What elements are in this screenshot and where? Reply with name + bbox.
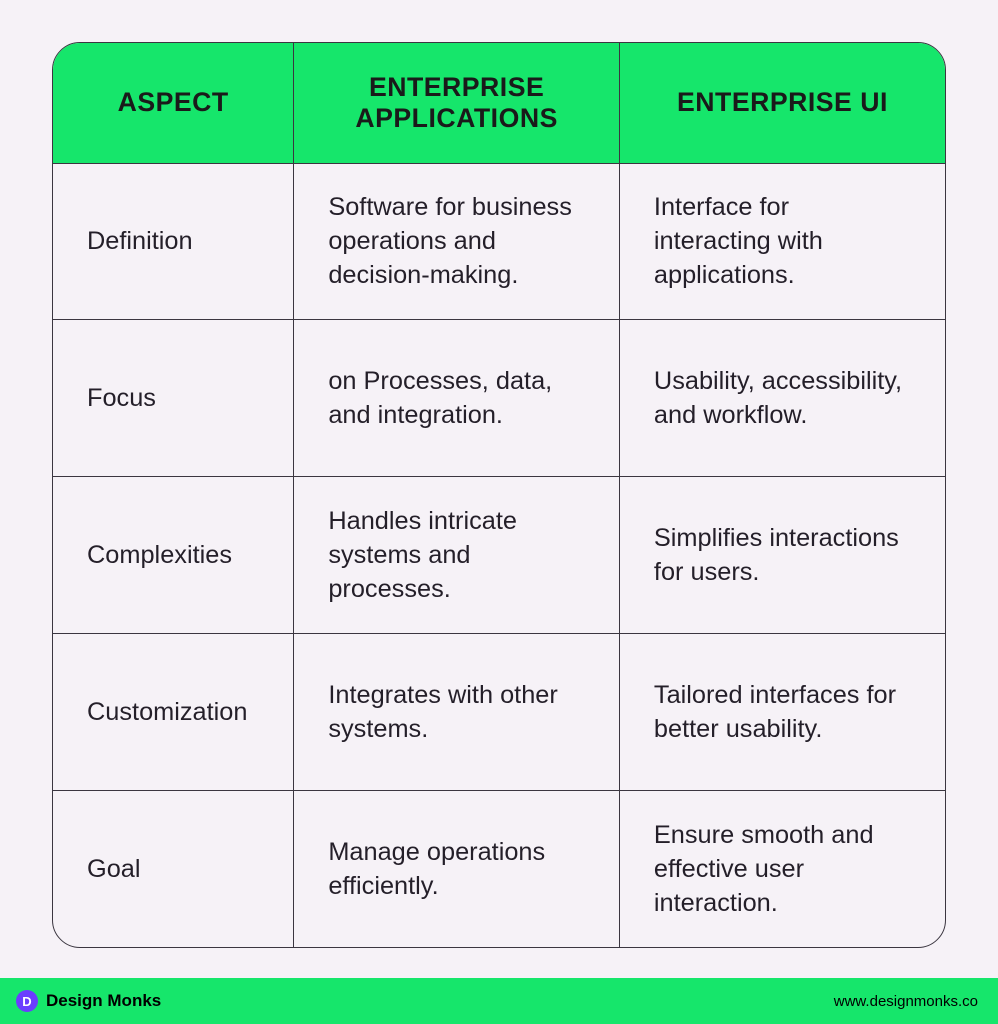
cell-ui: Interface for interacting with applicati…: [619, 163, 945, 320]
cell-apps: on Processes, data, and integration.: [294, 320, 620, 477]
cell-apps: Manage operations efficiently.: [294, 790, 620, 947]
header-enterprise-ui: ENTERPRISE UI: [619, 43, 945, 163]
cell-ui: Usability, accessibility, and workflow.: [619, 320, 945, 477]
canvas: ASPECT ENTERPRISE APPLICATIONS ENTERPRIS…: [0, 0, 998, 978]
cell-aspect: Complexities: [53, 477, 294, 634]
cell-aspect: Goal: [53, 790, 294, 947]
header-enterprise-applications: ENTERPRISE APPLICATIONS: [294, 43, 620, 163]
brand-name: Design Monks: [46, 991, 161, 1011]
comparison-table: ASPECT ENTERPRISE APPLICATIONS ENTERPRIS…: [53, 43, 945, 947]
brand: D Design Monks: [16, 990, 161, 1012]
table-row: Customization Integrates with other syst…: [53, 633, 945, 790]
logo-glyph: D: [22, 994, 31, 1009]
cell-ui: Ensure smooth and effective user interac…: [619, 790, 945, 947]
table-body: Definition Software for business operati…: [53, 163, 945, 947]
cell-apps: Handles intricate systems and processes.: [294, 477, 620, 634]
logo-icon: D: [16, 990, 38, 1012]
cell-apps: Software for business operations and dec…: [294, 163, 620, 320]
table-row: Complexities Handles intricate systems a…: [53, 477, 945, 634]
table-row: Focus on Processes, data, and integratio…: [53, 320, 945, 477]
cell-aspect: Definition: [53, 163, 294, 320]
comparison-table-container: ASPECT ENTERPRISE APPLICATIONS ENTERPRIS…: [52, 42, 946, 948]
footer-bar: D Design Monks www.designmonks.co: [0, 978, 998, 1024]
footer-url: www.designmonks.co: [834, 993, 978, 1010]
cell-apps: Integrates with other systems.: [294, 633, 620, 790]
table-row: Goal Manage operations efficiently. Ensu…: [53, 790, 945, 947]
cell-ui: Tailored interfaces for better usability…: [619, 633, 945, 790]
cell-ui: Simplifies interactions for users.: [619, 477, 945, 634]
cell-aspect: Customization: [53, 633, 294, 790]
header-aspect: ASPECT: [53, 43, 294, 163]
table-row: Definition Software for business operati…: [53, 163, 945, 320]
cell-aspect: Focus: [53, 320, 294, 477]
table-header-row: ASPECT ENTERPRISE APPLICATIONS ENTERPRIS…: [53, 43, 945, 163]
